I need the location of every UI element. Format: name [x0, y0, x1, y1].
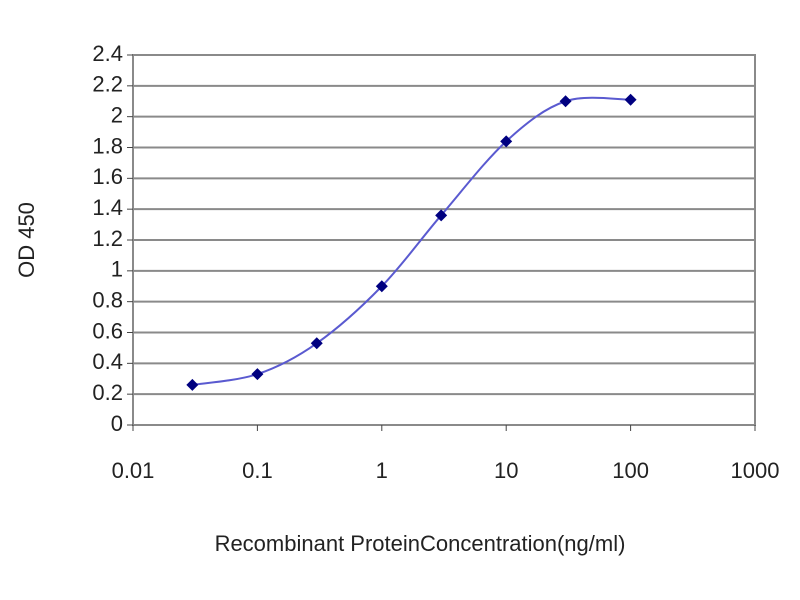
y-tick-label: 0.4 — [92, 349, 123, 374]
x-axis-label: Recombinant ProteinConcentration(ng/ml) — [215, 531, 626, 556]
series-line — [192, 96, 631, 386]
y-tick-label: 1.2 — [92, 226, 123, 251]
data-point — [251, 368, 264, 381]
x-tick-label: 1000 — [731, 458, 780, 483]
data-point — [500, 135, 513, 148]
data-point — [624, 93, 637, 106]
y-tick-label: 0.2 — [92, 380, 123, 405]
y-tick-label: 1 — [111, 257, 123, 282]
y-tick-label: 1.6 — [92, 164, 123, 189]
data-point — [186, 378, 199, 391]
data-point — [435, 209, 448, 222]
y-tick-label: 0.8 — [92, 287, 123, 312]
y-tick-label: 2.4 — [92, 41, 123, 66]
x-tick-label: 0.1 — [242, 458, 273, 483]
y-tick-label: 1.8 — [92, 133, 123, 158]
data-point — [310, 337, 323, 350]
data-point — [375, 280, 388, 293]
x-tick-label: 10 — [494, 458, 518, 483]
x-tick-label: 100 — [612, 458, 649, 483]
y-tick-label: 2 — [111, 102, 123, 127]
y-tick-label: 0.6 — [92, 318, 123, 343]
y-axis-label: OD 450 — [14, 202, 39, 278]
x-tick-label: 1 — [376, 458, 388, 483]
y-tick-label: 1.4 — [92, 195, 123, 220]
data-point — [559, 95, 572, 108]
x-tick-label: 0.01 — [112, 458, 155, 483]
y-tick-label: 2.2 — [92, 72, 123, 97]
y-tick-label: 0 — [111, 411, 123, 436]
